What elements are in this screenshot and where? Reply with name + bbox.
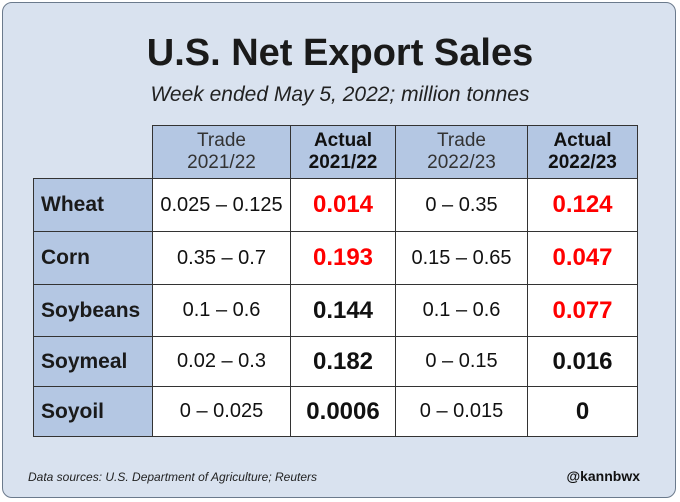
col-header-line1: Actual <box>313 130 373 151</box>
actual-cell: 0.047 <box>527 231 638 285</box>
trade-range-cell: 0.02 – 0.3 <box>152 336 291 387</box>
col-header-line1: Actual <box>553 130 612 151</box>
actual-cell: 0.016 <box>527 336 638 387</box>
trade-range-cell: 0 – 0.025 <box>152 386 291 437</box>
trade-range-cell: 0.1 – 0.6 <box>152 284 291 337</box>
table-row: Wheat 0.025 – 0.125 0.014 0 – 0.35 0.124 <box>33 178 638 232</box>
actual-cell: 0.014 <box>290 178 396 232</box>
table-row: Soybeans 0.1 – 0.6 0.144 0.1 – 0.6 0.077 <box>33 284 638 337</box>
actual-cell: 0.193 <box>290 231 396 285</box>
row-label: Corn <box>33 231 153 285</box>
col-header-trade-2022-23: Trade 2022/23 <box>395 125 528 179</box>
table-row: Corn 0.35 – 0.7 0.193 0.15 – 0.65 0.047 <box>33 231 638 285</box>
header-row: Trade 2021/22 Actual 2021/22 Trade 2022/… <box>34 125 638 179</box>
trade-range-cell: 0.025 – 0.125 <box>152 178 291 232</box>
col-header-line1: Trade <box>437 130 486 151</box>
col-header-line2: 2022/23 <box>548 152 617 173</box>
col-header-actual-2022-23: Actual 2022/23 <box>527 125 638 179</box>
export-sales-table: Trade 2021/22 Actual 2021/22 Trade 2022/… <box>33 125 638 437</box>
trade-range-cell: 0 – 0.35 <box>395 178 528 232</box>
actual-cell: 0.144 <box>290 284 396 337</box>
chart-title: U.S. Net Export Sales <box>146 32 534 74</box>
row-label: Soymeal <box>33 336 153 387</box>
col-header-line1: Trade <box>197 130 246 151</box>
trade-range-cell: 0.35 – 0.7 <box>152 231 291 285</box>
row-label: Soybeans <box>33 284 153 337</box>
table-corner <box>34 126 153 179</box>
col-header-trade-2021-22: Trade 2021/22 <box>152 125 291 179</box>
trade-range-cell: 0 – 0.15 <box>395 336 528 387</box>
trade-range-cell: 0 – 0.015 <box>395 386 528 437</box>
table-row: Soymeal 0.02 – 0.3 0.182 0 – 0.15 0.016 <box>33 336 638 387</box>
col-header-line2: 2022/23 <box>427 152 496 173</box>
actual-cell: 0.124 <box>527 178 638 232</box>
table-row: Soyoil 0 – 0.025 0.0006 0 – 0.015 0 <box>33 386 638 437</box>
col-header-line2: 2021/22 <box>308 152 378 173</box>
row-label: Wheat <box>33 178 153 232</box>
col-header-line2: 2021/22 <box>187 152 256 173</box>
actual-cell: 0.0006 <box>290 386 396 437</box>
actual-cell: 0.077 <box>527 284 638 337</box>
chart-subtitle: Week ended May 5, 2022; million tonnes <box>150 83 530 106</box>
trade-range-cell: 0.1 – 0.6 <box>395 284 528 337</box>
trade-range-cell: 0.15 – 0.65 <box>395 231 528 285</box>
actual-cell: 0.182 <box>290 336 396 387</box>
row-label: Soyoil <box>33 386 153 437</box>
actual-cell: 0 <box>527 386 638 437</box>
col-header-actual-2021-22: Actual 2021/22 <box>290 125 396 179</box>
data-source-note: Data sources: U.S. Department of Agricul… <box>28 470 318 484</box>
author-handle: @kannbwx <box>566 468 640 484</box>
